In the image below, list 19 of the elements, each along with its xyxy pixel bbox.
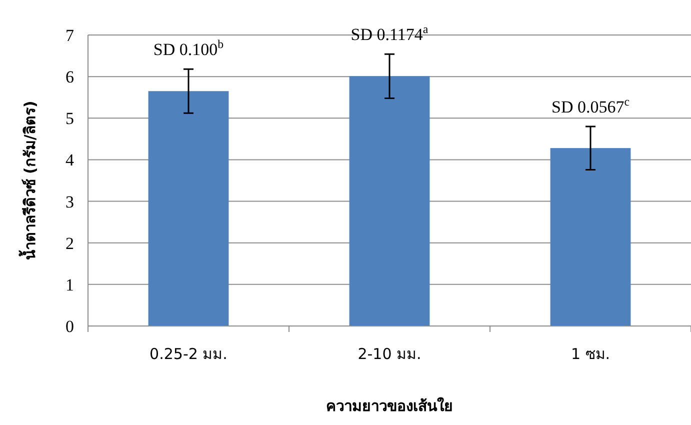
x-tick-label: 2-10 มม. xyxy=(358,345,422,363)
y-tick-label: 3 xyxy=(66,192,74,212)
y-tick-label: 5 xyxy=(66,109,74,128)
x-axis-title: ความยาวของเส้นใย xyxy=(326,397,453,415)
bar xyxy=(148,91,229,326)
annotation: SD 0.1174$^{a}$ xyxy=(350,22,429,44)
y-tick-label: 1 xyxy=(66,275,74,294)
y-axis-title: น้ำตาลรีดิวซ์ (กรัม/ลิตร) xyxy=(18,100,39,260)
y-tick-label: 0 xyxy=(66,317,74,336)
x-tick-label: 0.25-2 มม. xyxy=(150,345,228,363)
y-tick-label: 7 xyxy=(66,26,74,45)
y-tick-label: 6 xyxy=(66,68,74,87)
annotation: SD 0.0567$^{c}$ xyxy=(551,94,630,116)
y-tick-label: 2 xyxy=(66,234,74,253)
annotation: SD 0.100$^{b}$ xyxy=(153,37,224,60)
bar xyxy=(349,76,430,326)
x-tick-label: 1 ซม. xyxy=(570,345,610,363)
bar xyxy=(550,148,631,326)
y-tick-label: 4 xyxy=(66,150,74,170)
